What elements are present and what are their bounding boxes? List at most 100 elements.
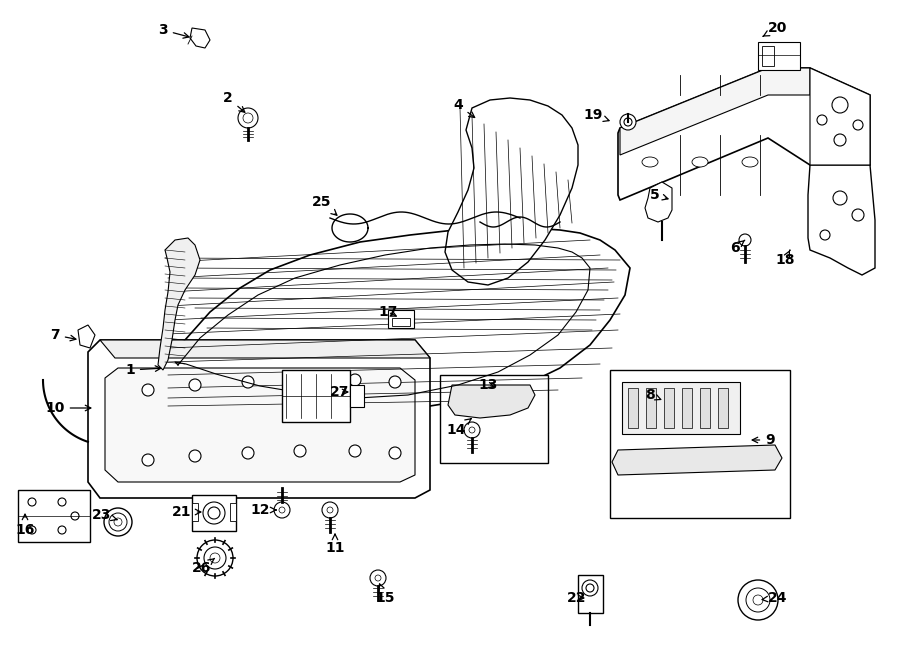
Bar [18,490,90,542]
Text: 8: 8 [645,388,661,402]
Circle shape [349,374,361,386]
Circle shape [389,447,401,459]
Circle shape [817,115,827,125]
Circle shape [242,376,254,388]
Circle shape [203,502,225,524]
Text: 15: 15 [375,584,395,605]
Polygon shape [100,340,430,358]
Circle shape [208,507,220,519]
Circle shape [832,97,848,113]
Text: 25: 25 [312,195,337,215]
Text: 4: 4 [453,98,474,118]
Circle shape [834,134,846,146]
Polygon shape [612,445,782,475]
Circle shape [114,518,122,526]
Text: 23: 23 [93,508,117,522]
Circle shape [620,114,636,130]
Circle shape [739,234,751,246]
Bar [230,503,236,521]
Circle shape [349,445,361,457]
Text: 14: 14 [446,418,471,437]
Ellipse shape [742,157,758,167]
Circle shape [833,191,847,205]
Circle shape [753,595,763,605]
Circle shape [142,384,154,396]
Circle shape [58,498,66,506]
Circle shape [189,450,201,462]
Bar [700,388,710,428]
Text: 18: 18 [775,251,795,267]
Text: 13: 13 [478,378,498,392]
Circle shape [274,502,290,518]
Circle shape [389,376,401,388]
Bar [392,318,410,326]
Circle shape [586,584,594,592]
Circle shape [104,508,132,536]
Bar [578,575,603,613]
Polygon shape [645,182,672,222]
Polygon shape [448,385,535,418]
Text: 16: 16 [15,514,35,537]
Text: 22: 22 [567,591,587,605]
Circle shape [197,540,233,576]
Text: 6: 6 [730,240,745,255]
Polygon shape [445,98,578,285]
Text: 24: 24 [762,591,788,605]
Circle shape [375,575,381,581]
Polygon shape [88,340,430,498]
Polygon shape [105,368,415,482]
Circle shape [210,553,220,563]
Text: 5: 5 [650,188,668,202]
Bar [610,370,790,518]
Text: 2: 2 [223,91,245,112]
Text: 12: 12 [250,503,276,517]
Polygon shape [78,325,95,348]
Bar [762,46,774,66]
Circle shape [238,108,258,128]
Circle shape [853,120,863,130]
Circle shape [322,502,338,518]
Circle shape [58,526,66,534]
Ellipse shape [642,157,658,167]
Circle shape [28,526,36,534]
Bar [646,388,656,428]
Bar [388,310,414,328]
Circle shape [464,422,480,438]
Bar [282,370,350,422]
Bar [664,388,674,428]
Text: 9: 9 [752,433,775,447]
Bar [192,495,236,531]
Text: 20: 20 [763,21,788,36]
Circle shape [624,118,632,126]
Bar [682,388,692,428]
Circle shape [204,547,226,569]
Bar [628,388,638,428]
Polygon shape [810,68,870,165]
Text: 17: 17 [378,305,398,319]
Circle shape [327,507,333,513]
Polygon shape [160,228,630,408]
Circle shape [243,113,253,123]
Text: 7: 7 [50,328,76,342]
Circle shape [469,427,475,433]
Polygon shape [158,238,200,370]
Circle shape [738,580,778,620]
Polygon shape [808,165,875,275]
Circle shape [279,507,285,513]
Circle shape [294,374,306,386]
Text: 21: 21 [172,505,201,519]
Circle shape [142,454,154,466]
Circle shape [294,445,306,457]
Bar [192,503,198,521]
Circle shape [370,570,386,586]
Circle shape [242,447,254,459]
Text: 19: 19 [583,108,609,122]
Circle shape [746,588,770,612]
Text: 1: 1 [125,363,161,377]
Polygon shape [618,68,870,200]
Circle shape [71,512,79,520]
Circle shape [28,498,36,506]
Text: 26: 26 [193,559,214,575]
Text: 27: 27 [330,385,350,399]
Bar [350,385,364,407]
